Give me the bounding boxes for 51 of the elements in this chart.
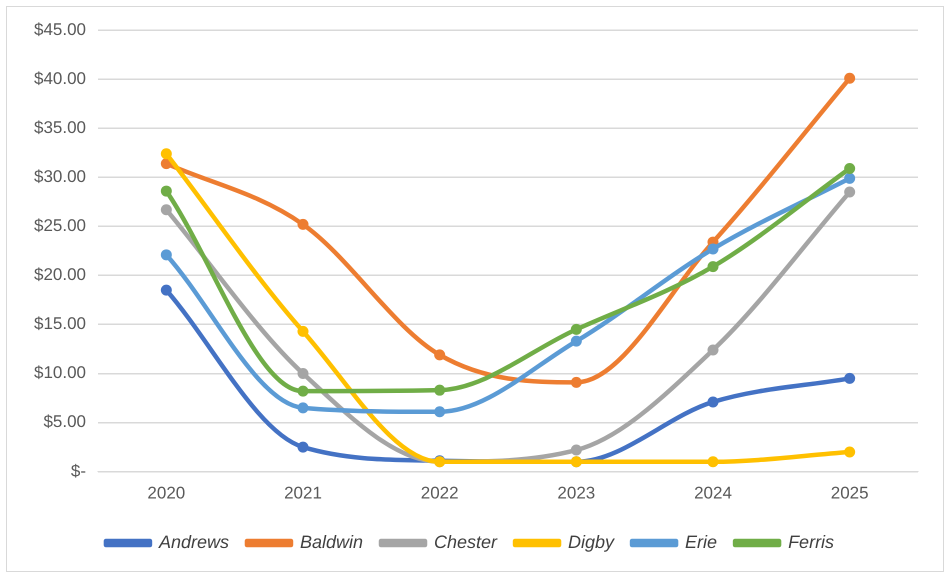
point	[297, 368, 308, 380]
y-tick-label: $15.00	[34, 314, 86, 334]
y-tick-label: $5.00	[43, 412, 86, 432]
legend-label: Digby	[568, 532, 616, 552]
point	[708, 243, 718, 254]
point	[708, 456, 718, 468]
point	[570, 336, 582, 347]
point	[844, 372, 856, 384]
y-tick-label: $20.00	[34, 265, 86, 284]
y-tick-label: $-	[70, 461, 86, 480]
point	[708, 396, 718, 408]
point	[570, 376, 582, 388]
y-tick-label: $10.00	[34, 363, 86, 382]
y-tick-label: $35.00	[34, 118, 86, 137]
x-tick-label: 2021	[284, 483, 322, 502]
legend-label: Chester	[434, 532, 498, 552]
point	[708, 261, 718, 272]
point	[160, 284, 172, 296]
point	[434, 384, 446, 396]
point	[434, 406, 446, 418]
point	[844, 163, 856, 174]
y-tick-label: $40.00	[34, 68, 86, 88]
y-tick-label: $30.00	[34, 167, 86, 186]
x-tick-label: 2025	[830, 483, 869, 502]
legend-label: Andrews	[158, 532, 229, 552]
legend-label: Erie	[685, 532, 718, 552]
y-tick-label: $45.00	[34, 20, 86, 39]
point	[160, 249, 172, 260]
point	[844, 446, 856, 458]
y-tick-label: $25.00	[34, 216, 86, 236]
point	[297, 326, 308, 337]
x-tick-label: 2024	[694, 483, 732, 502]
point	[570, 444, 582, 456]
x-tick-label: 2022	[420, 483, 459, 502]
point	[844, 72, 856, 84]
point	[844, 172, 856, 184]
legend-label: Ferris	[788, 532, 834, 552]
point	[160, 186, 172, 197]
point	[708, 344, 718, 356]
point	[297, 442, 308, 453]
point	[570, 324, 582, 335]
point	[297, 402, 308, 414]
point	[297, 386, 308, 397]
point	[160, 148, 172, 160]
point	[434, 349, 446, 360]
point	[160, 204, 172, 216]
x-tick-label: 2023	[557, 483, 596, 502]
legend-label: Baldwin	[300, 532, 364, 552]
point	[297, 218, 308, 230]
point	[844, 186, 856, 198]
x-tick-label: 2020	[147, 483, 186, 502]
